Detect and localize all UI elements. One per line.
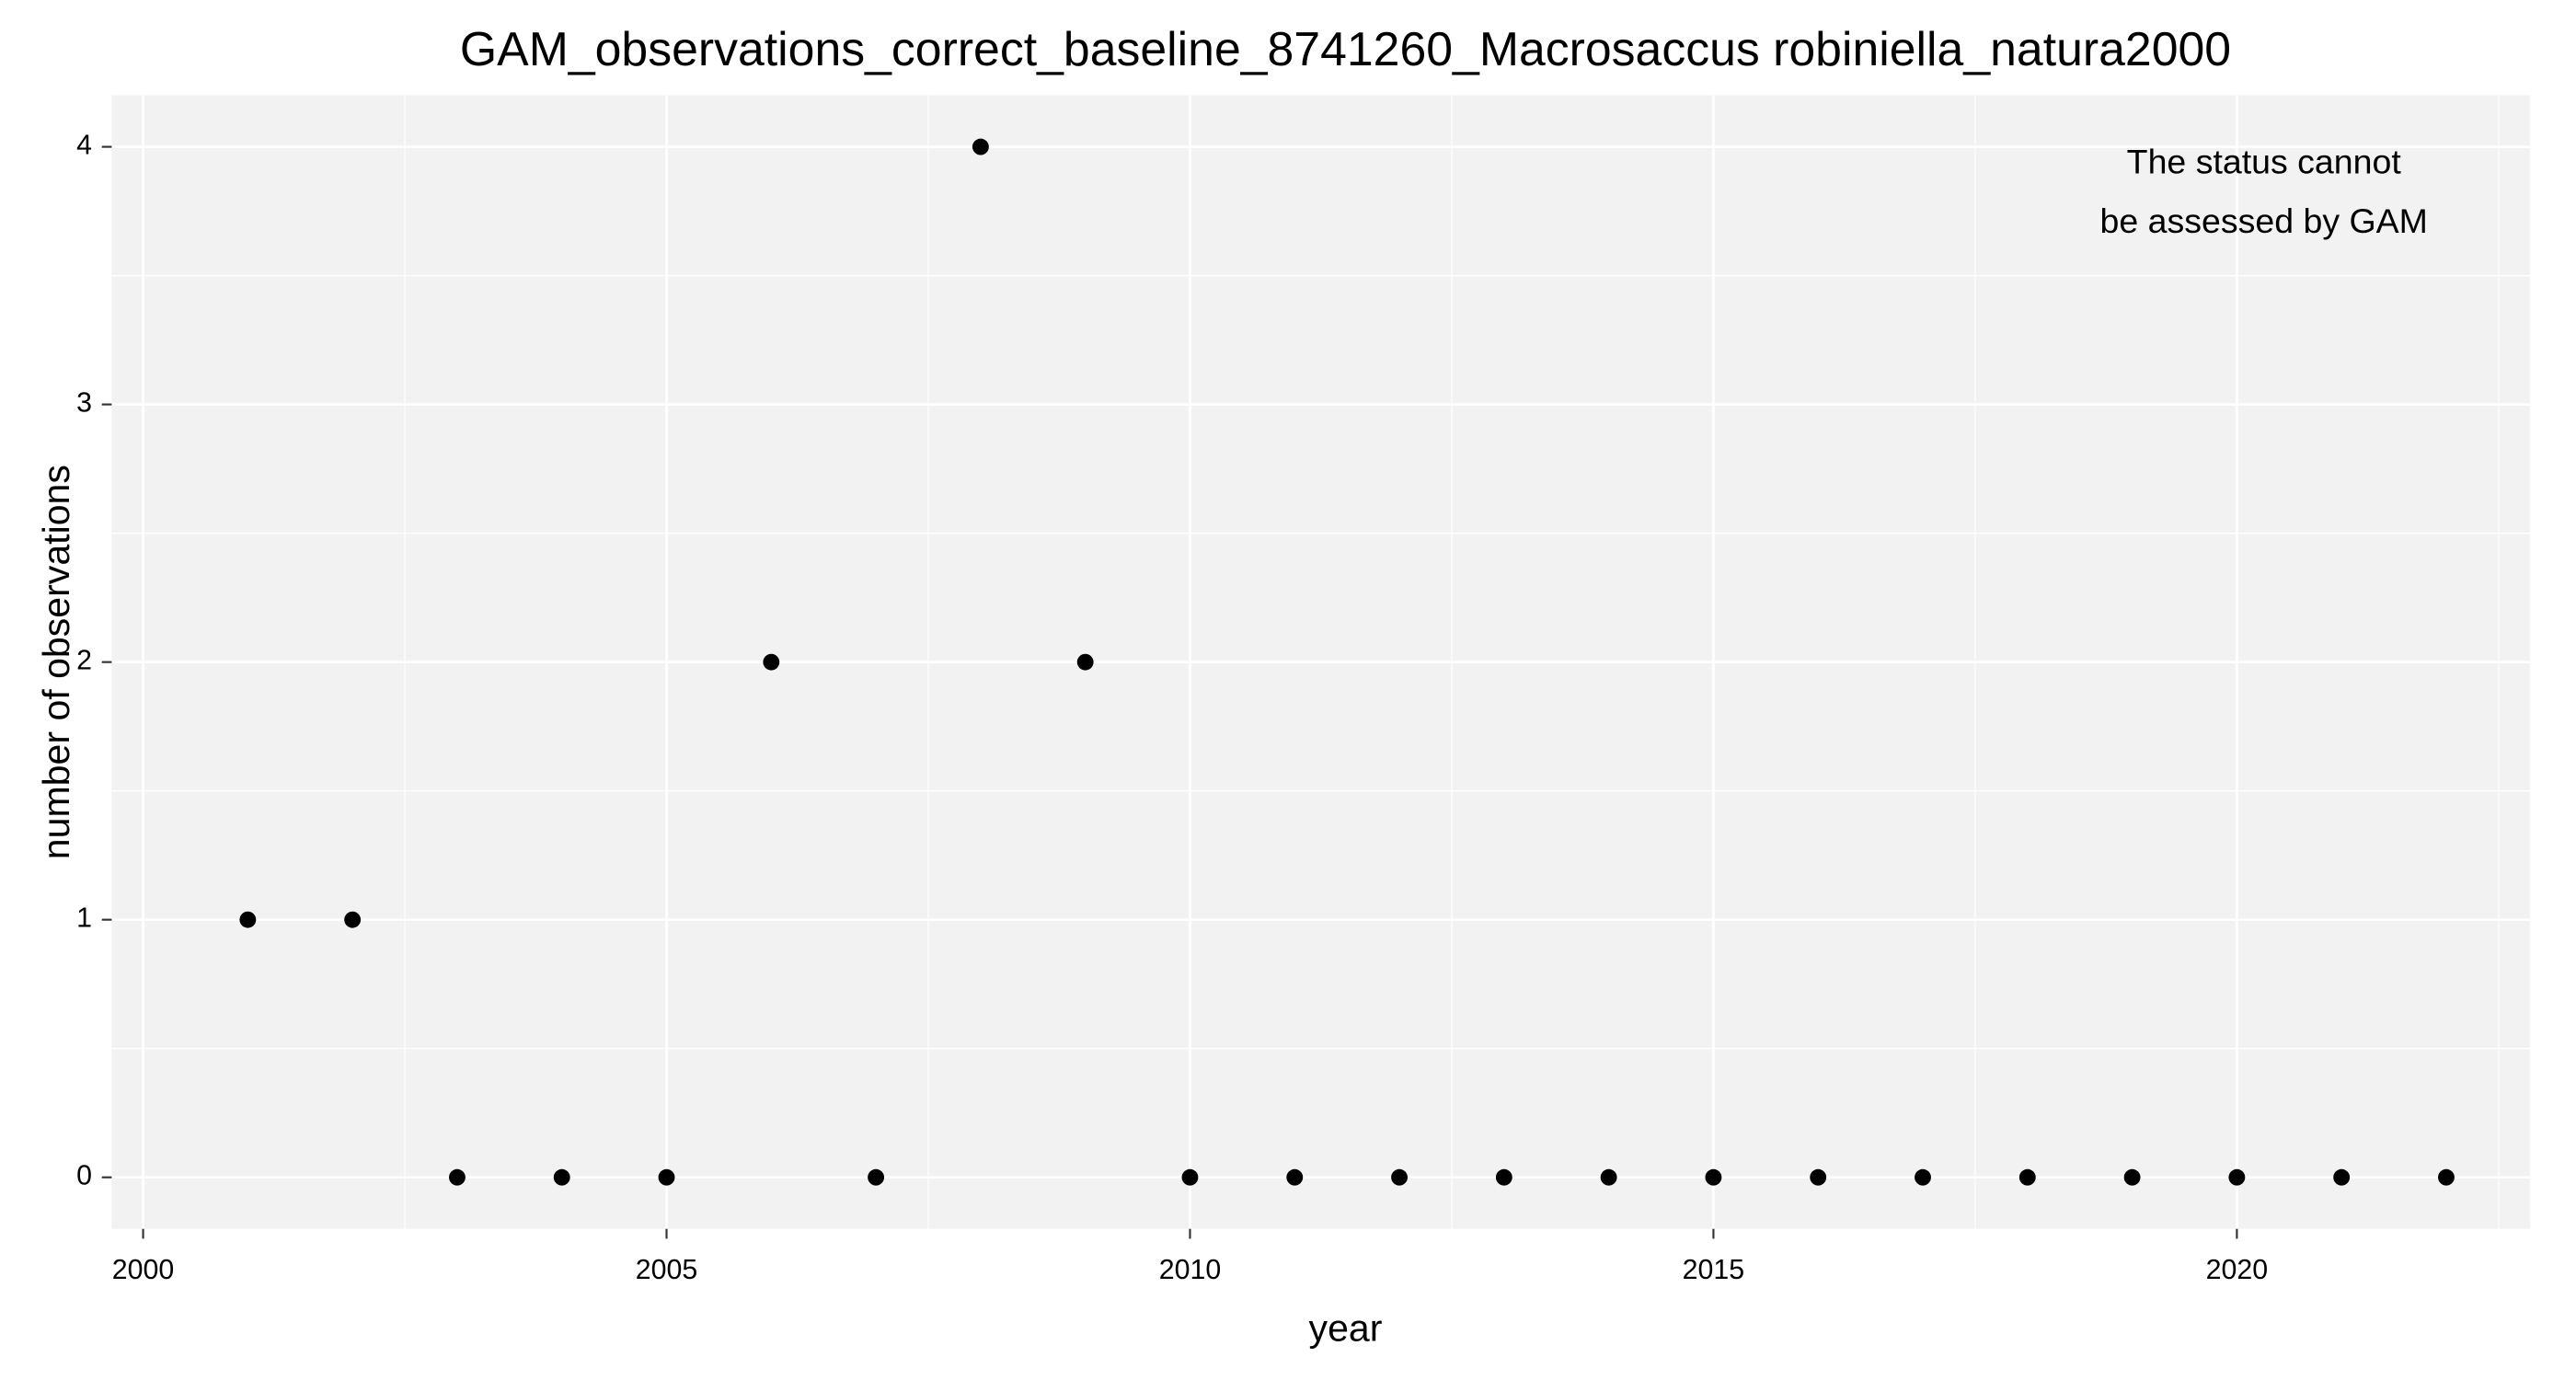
point	[239, 911, 257, 928]
point	[2123, 1168, 2141, 1186]
x-tick-label: 2015	[1683, 1255, 1745, 1285]
point	[1181, 1168, 1199, 1186]
point	[1705, 1168, 1722, 1186]
x-tick-label: 2010	[1159, 1255, 1222, 1285]
y-tick-label: 1	[76, 903, 92, 934]
point	[553, 1168, 570, 1186]
y-axis-label: number of observations	[35, 465, 77, 859]
point	[1391, 1168, 1408, 1186]
point	[1600, 1168, 1617, 1186]
point	[1810, 1168, 1827, 1186]
y-tick-label: 4	[76, 131, 92, 161]
point	[1495, 1168, 1512, 1186]
point	[2438, 1168, 2455, 1186]
x-tick-label: 2005	[636, 1255, 698, 1285]
y-tick-label: 3	[76, 388, 92, 419]
point	[2333, 1168, 2351, 1186]
point	[763, 653, 780, 671]
chart-title: GAM_observations_correct_baseline_874126…	[460, 22, 2231, 75]
point	[2228, 1168, 2246, 1186]
annotation: be assessed by GAM	[2100, 201, 2428, 240]
annotation: The status cannot	[2127, 142, 2402, 180]
y-tick-label: 0	[76, 1161, 92, 1191]
x-axis-label: year	[1309, 1306, 1383, 1349]
point	[1915, 1168, 1931, 1186]
point	[658, 1168, 675, 1186]
point	[868, 1168, 885, 1186]
y-tick-label: 2	[76, 646, 92, 676]
point	[1076, 653, 1094, 671]
x-tick-label: 2020	[2206, 1255, 2269, 1285]
point	[972, 138, 989, 155]
point	[344, 911, 362, 928]
point	[1286, 1168, 1304, 1186]
x-tick-label: 2000	[112, 1255, 175, 1285]
point	[2018, 1168, 2036, 1186]
point	[449, 1168, 466, 1186]
